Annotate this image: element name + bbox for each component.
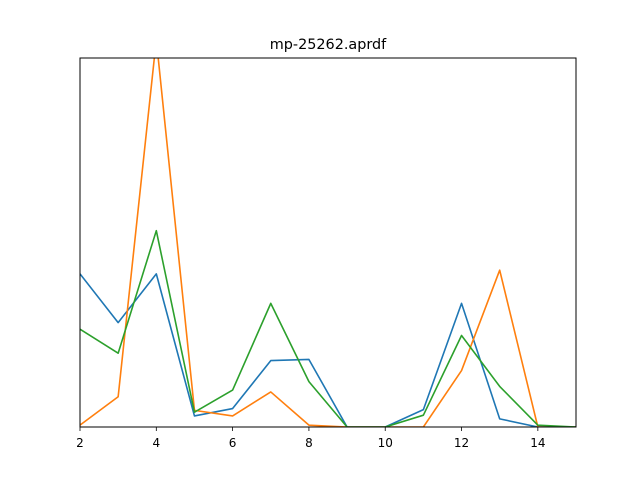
plot-frame [79,57,577,428]
x-tick-label: 2 [76,436,84,450]
series-line-1 [80,273,576,427]
x-tick-label: 14 [530,436,545,450]
x-tick-label: 6 [229,436,237,450]
x-axis: 2 4 6 8 10 12 14 [76,427,545,450]
x-tick-label: 4 [152,436,160,450]
series-layer [80,58,576,427]
series-line-3 [80,229,576,427]
series-line-2 [80,58,576,427]
x-tick-label: 10 [378,436,393,450]
x-tick-label: 12 [454,436,469,450]
chart-title: mp-25262.aprdf [270,37,387,53]
x-tick-label: 8 [305,436,313,450]
